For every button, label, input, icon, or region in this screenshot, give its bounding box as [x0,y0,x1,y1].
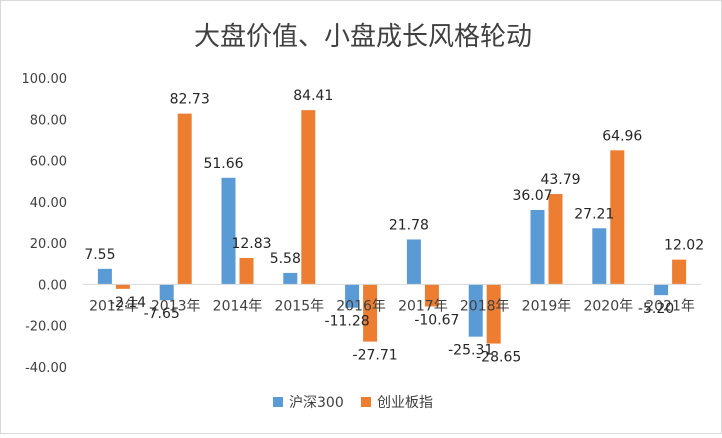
data-label-hs300: 27.21 [574,206,614,222]
bar-hs300 [345,284,360,308]
bar-hs300 [406,239,421,285]
data-label-hs300: 36.07 [512,188,552,204]
y-tick-label: 100.00 [22,72,68,87]
data-label-chinext: 84.41 [293,88,333,104]
data-labels: 7.55 -2.14-7.65 82.73 51.66 12.835.58 84.41 -1… [84,88,704,365]
y-tick-label: 80.00 [30,113,67,128]
y-tick-label: -20.00 [25,320,67,335]
bar-chinext [548,194,563,285]
bar-chinext [486,284,501,344]
data-label-hs300: -7.65 [144,306,180,322]
data-label-chinext: 12.02 [664,238,704,254]
x-tick-label: 2018年 [460,298,510,314]
data-label-chinext: 12.83 [231,236,271,252]
bar-chinext [115,284,130,289]
legend-swatch-hs300 [273,397,283,407]
bar-hs300 [221,177,236,285]
x-tick-label: 2020年 [583,298,633,314]
data-label-chinext: -27.71 [353,348,398,364]
data-label-chinext: -2.14 [110,295,146,311]
y-axis: 100.00 80.00 60.00 40.00 20.00 0.00 -20.00 -40.… [22,72,68,376]
y-tick-label: 60.00 [30,155,67,170]
y-tick-label: 20.00 [30,237,67,252]
legend-swatch-chinext [361,397,371,407]
bar-hs300 [283,272,298,285]
y-tick-label: 40.00 [30,196,67,211]
y-tick-label: 0.00 [38,278,67,293]
x-tick-label: 2015年 [274,298,324,314]
data-label-hs300: -25.31 [448,343,493,359]
x-tick-label: 2013年 [151,298,201,314]
data-label-chinext: 64.96 [602,128,642,144]
data-label-hs300: -11.28 [325,314,370,330]
legend: 沪深300 创业板指 [273,395,433,411]
chart-title: 大盘价值、小盘成长风格轮动 [194,22,532,52]
x-tick-label: 2016年 [336,298,386,314]
bar-hs300 [97,268,112,285]
bars [97,110,687,344]
data-label-hs300: 5.58 [270,251,301,267]
bar-hs300 [468,284,483,337]
data-label-hs300: -5.20 [638,301,674,317]
bar-hs300 [530,209,545,285]
data-label-chinext: 43.79 [540,172,580,188]
bar-chinext [363,284,378,342]
bar-chinext [672,259,687,285]
data-label-hs300: 51.66 [203,156,243,172]
data-label-chinext: 82.73 [170,92,210,108]
bar-chinext [177,113,192,285]
bar-chinext [239,257,254,285]
data-label-hs300: 7.55 [84,247,115,263]
bar-hs300 [654,284,669,296]
data-label-chinext: -28.65 [476,350,521,366]
x-tick-label: 2021年 [645,298,695,314]
bar-hs300 [159,284,174,301]
data-label-chinext: -10.67 [414,312,459,328]
bar-chinext [301,110,316,285]
bar-chinext [424,284,439,307]
x-axis-labels: 2012年 2013年 2014年 2015年 2016年 2017年 2018年 2019年… [89,298,695,314]
x-tick-label: 2012年 [89,298,139,314]
bar-chinext [610,150,625,285]
y-tick-label: -40.00 [25,361,67,376]
legend-label-hs300: 沪深300 [289,395,344,411]
x-tick-label: 2017年 [398,298,448,314]
x-tick-label: 2019年 [522,298,572,314]
legend-label-chinext: 创业板指 [377,395,433,411]
bar-hs300 [592,228,607,285]
data-label-hs300: 21.78 [389,217,429,233]
x-tick-label: 2014年 [213,298,263,314]
